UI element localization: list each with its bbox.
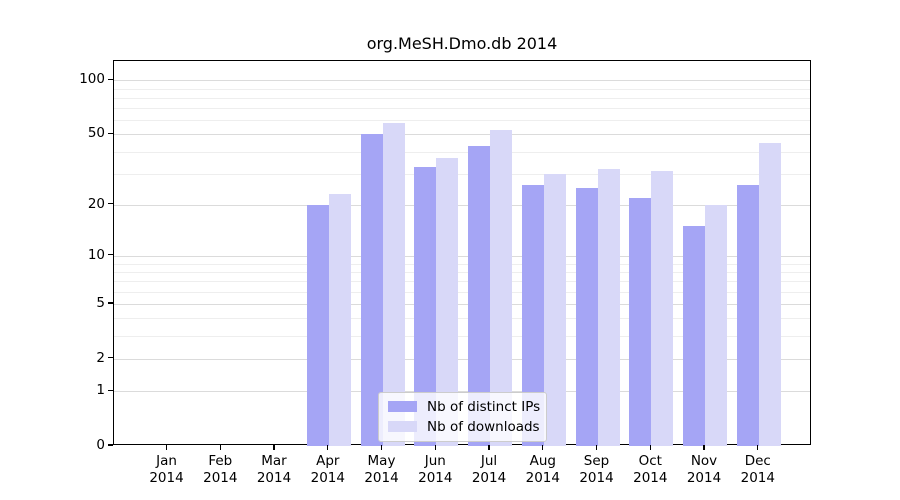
bar-downloads-may-2014 — [382, 122, 405, 446]
bar-downloads-dec-2014 — [758, 142, 781, 446]
bar-distinct-ips-apr-2014 — [306, 204, 329, 446]
bar-downloads-aug-2014 — [543, 173, 566, 446]
x-tick-label-dec-2014: Dec 2014 — [740, 453, 775, 486]
gridline-major-2 — [114, 358, 810, 360]
y-tick-2 — [108, 357, 113, 359]
gridline-minor-7 — [114, 281, 810, 283]
legend-row-downloads: Nb of downloads — [388, 418, 540, 435]
gridline-major-50 — [114, 134, 810, 136]
bar-distinct-ips-dec-2014 — [736, 184, 759, 446]
gridline-major-5 — [114, 304, 810, 305]
x-tick-mar-2014 — [273, 445, 275, 450]
bar-distinct-ips-oct-2014 — [629, 197, 652, 446]
y-tick-50 — [108, 132, 113, 134]
y-tick-label-50: 50 — [87, 125, 105, 142]
gridline-minor-4 — [114, 318, 810, 320]
legend-row-distinct-ips: Nb of distinct IPs — [388, 398, 541, 415]
bar-downloads-jul-2014 — [490, 129, 512, 446]
gridline-minor-30 — [114, 173, 810, 175]
x-tick-label-feb-2014: Feb 2014 — [203, 453, 238, 486]
bar-distinct-ips-jun-2014 — [414, 166, 437, 446]
y-tick-label-5: 5 — [96, 295, 105, 311]
y-tick-label-100: 100 — [79, 71, 105, 88]
gridline-major-20 — [114, 204, 810, 206]
legend: Nb of distinct IPs Nb of downloads — [378, 392, 547, 442]
y-tick-0 — [108, 444, 113, 446]
bar-distinct-ips-sep-2014 — [575, 187, 598, 446]
gridline-minor-40 — [114, 151, 810, 153]
y-tick-label-20: 20 — [87, 195, 105, 212]
y-tick-label-10: 10 — [87, 246, 105, 263]
x-tick-oct-2014 — [649, 445, 651, 450]
bar-distinct-ips-may-2014 — [360, 134, 383, 446]
bar-downloads-sep-2014 — [597, 168, 620, 446]
gridline-minor-70 — [114, 108, 810, 110]
legend-label-downloads: Nb of downloads — [427, 418, 540, 435]
y-tick-100 — [108, 78, 113, 80]
gridline-minor-60 — [114, 120, 810, 122]
x-tick-label-may-2014: May 2014 — [364, 453, 399, 486]
x-tick-label-oct-2014: Oct 2014 — [633, 453, 668, 486]
y-tick-label-0: 0 — [96, 437, 105, 453]
x-tick-label-apr-2014: Apr 2014 — [310, 453, 345, 486]
gridline-minor-9 — [114, 263, 810, 265]
y-tick-label-1: 1 — [96, 382, 105, 399]
x-tick-label-jul-2014: Jul 2014 — [471, 453, 507, 486]
bar-distinct-ips-jul-2014 — [468, 146, 490, 446]
y-tick-label-2: 2 — [96, 349, 105, 366]
x-tick-label-mar-2014: Mar 2014 — [256, 453, 292, 486]
x-tick-label-nov-2014: Nov 2014 — [686, 453, 722, 486]
x-tick-apr-2014 — [327, 445, 329, 450]
gridline-minor-6 — [114, 291, 810, 293]
legend-swatch-downloads — [388, 421, 417, 432]
y-tick-5 — [108, 302, 113, 304]
x-tick-jan-2014 — [165, 445, 168, 450]
gridline-major-10 — [114, 255, 810, 257]
gridline-minor-8 — [114, 271, 810, 273]
bar-downloads-apr-2014 — [328, 194, 351, 446]
x-tick-aug-2014 — [542, 445, 544, 450]
x-tick-label-sep-2014: Sep 2014 — [579, 453, 614, 486]
x-tick-jun-2014 — [434, 445, 436, 450]
x-tick-sep-2014 — [595, 445, 598, 450]
y-tick-1 — [108, 389, 113, 391]
legend-label-distinct-ips: Nb of distinct IPs — [427, 398, 541, 415]
x-tick-label-aug-2014: Aug 2014 — [525, 453, 560, 486]
bar-downloads-jun-2014 — [436, 157, 459, 446]
gridline-major-1 — [114, 391, 810, 393]
x-tick-jul-2014 — [488, 445, 490, 450]
x-tick-label-jan-2014: Jan 2014 — [149, 453, 184, 486]
gridline-minor-80 — [114, 97, 810, 99]
bar-distinct-ips-nov-2014 — [683, 226, 705, 446]
x-tick-label-jun-2014: Jun 2014 — [418, 453, 453, 486]
x-tick-feb-2014 — [219, 445, 221, 450]
y-tick-10 — [108, 254, 113, 256]
bar-distinct-ips-aug-2014 — [521, 184, 544, 446]
bar-downloads-nov-2014 — [705, 204, 727, 446]
gridline-major-100 — [114, 80, 810, 82]
plot-area: Nb of distinct IPs Nb of downloads — [113, 60, 811, 446]
chart-title: org.MeSH.Dmo.db 2014 — [366, 34, 558, 53]
gridline-minor-3 — [114, 336, 810, 338]
gridline-minor-90 — [114, 88, 810, 90]
legend-swatch-distinct-ips — [388, 401, 417, 412]
bar-downloads-oct-2014 — [651, 171, 674, 446]
x-tick-dec-2014 — [757, 445, 759, 450]
y-tick-20 — [108, 203, 113, 205]
x-tick-may-2014 — [380, 445, 383, 450]
x-tick-nov-2014 — [703, 445, 705, 450]
